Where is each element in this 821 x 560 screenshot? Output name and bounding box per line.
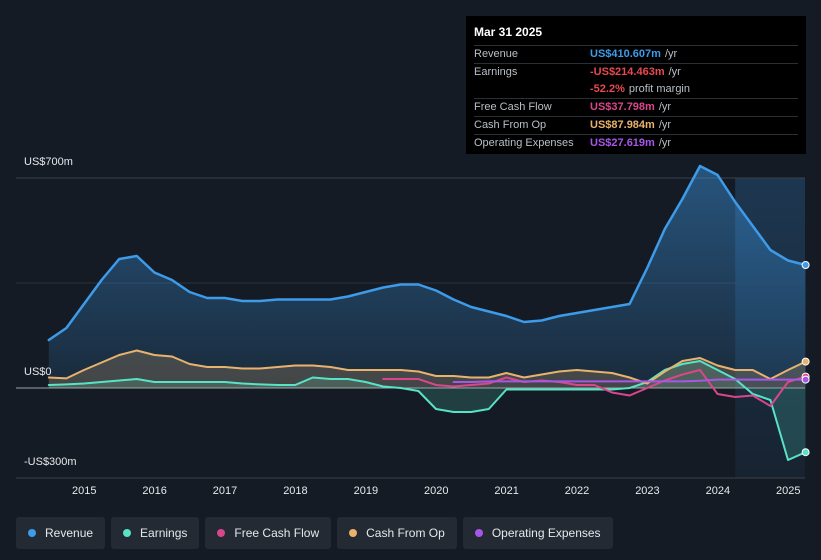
tooltip-row-value: US$27.619m [590, 137, 655, 149]
legend-dot-icon [474, 529, 483, 537]
tooltip-row-value: -52.2% [590, 83, 625, 95]
tooltip-row: Free Cash Flow US$37.798m/yr [474, 98, 798, 116]
x-axis-label: 2023 [635, 485, 660, 497]
tooltip-row-unit: /yr [658, 101, 672, 113]
tooltip-row-label: Cash From Op [474, 119, 547, 131]
tooltip-row-unit: /yr [664, 48, 678, 60]
legend-dot-icon [349, 529, 358, 537]
y-axis-label: US$0 [24, 366, 52, 378]
tooltip-row-value: -US$214.463m [590, 66, 665, 78]
tooltip-row-unit: profit margin [628, 83, 690, 95]
tooltip-row-value: US$37.798m [590, 101, 655, 113]
x-axis-label: 2021 [494, 485, 519, 497]
tooltip-row-label: Revenue [474, 48, 519, 60]
x-axis-label: 2022 [564, 485, 590, 497]
x-axis-label: 2019 [353, 485, 379, 497]
tooltip-row-value: US$87.984m [590, 119, 655, 131]
earnings-area [48, 361, 806, 460]
legend: Revenue Earnings Free Cash Flow Cash From O… [16, 517, 613, 549]
y-axis-label: -US$300m [24, 456, 77, 468]
cash-from-op-end-marker [801, 357, 810, 366]
tooltip-row: -52.2% profit margin [474, 81, 798, 98]
tooltip-row-label: Operating Expenses [474, 137, 574, 149]
revenue-end-marker [801, 261, 810, 269]
operating-expenses-line [452, 378, 807, 383]
tooltip-row: Cash From Op US$87.984m/yr [474, 116, 798, 134]
x-axis-label: 2016 [142, 485, 167, 497]
legend-label: Cash From Op [366, 526, 445, 540]
tooltip-row: Earnings -US$214.463m/yr [474, 63, 798, 81]
financial-chart [16, 164, 810, 479]
earnings-end-marker [801, 448, 810, 457]
tooltip-row-unit: /yr [668, 66, 681, 78]
tooltip-row: Operating Expenses US$27.619m/yr [474, 134, 798, 152]
tooltip-panel: Mar 31 2025 Revenue US$410.607m/yr Earning… [466, 16, 806, 154]
revenue-area [48, 166, 806, 388]
tooltip-row-label: Free Cash Flow [474, 101, 552, 113]
tooltip-row-label [474, 81, 590, 98]
legend-label: Free Cash Flow [234, 526, 320, 540]
tooltip-row-label: Earnings [474, 66, 518, 78]
x-axis-label: 2018 [283, 485, 308, 497]
legend-dot-icon [217, 529, 226, 537]
legend-label: Earnings [140, 526, 188, 540]
tooltip-row: Revenue US$410.607m/yr [474, 45, 798, 63]
tooltip-row-value: US$410.607m [590, 48, 661, 60]
legend-dot-icon [123, 529, 132, 537]
legend-label: Revenue [45, 526, 94, 540]
revenue-line [47, 164, 807, 342]
x-axis-label: 2020 [424, 485, 449, 497]
tooltip-row-unit: /yr [658, 137, 672, 149]
tooltip-date: Mar 31 2025 [474, 25, 543, 39]
x-axis-label: 2024 [705, 485, 731, 497]
legend-item-earnings[interactable]: Earnings [111, 517, 200, 549]
legend-dot-icon [28, 529, 36, 537]
legend-item-revenue[interactable]: Revenue [16, 517, 106, 549]
tooltip-row-unit: /yr [658, 119, 672, 131]
x-axis-label: 2015 [72, 485, 97, 497]
x-axis-label: 2025 [776, 485, 801, 497]
free-cash-flow-line [382, 369, 807, 407]
y-axis-label: US$700m [24, 156, 73, 168]
legend-label: Operating Expenses [491, 526, 601, 540]
legend-item-cash-from-op[interactable]: Cash From Op [337, 517, 457, 549]
legend-item-free-cash-flow[interactable]: Free Cash Flow [205, 517, 332, 549]
earnings-line [47, 360, 807, 461]
cash-from-op-area [48, 350, 806, 388]
operating-expenses-end-marker [801, 375, 810, 384]
cash-from-op-line [47, 349, 807, 385]
legend-item-operating-expenses[interactable]: Operating Expenses [462, 517, 613, 549]
x-axis-label: 2017 [212, 485, 238, 497]
